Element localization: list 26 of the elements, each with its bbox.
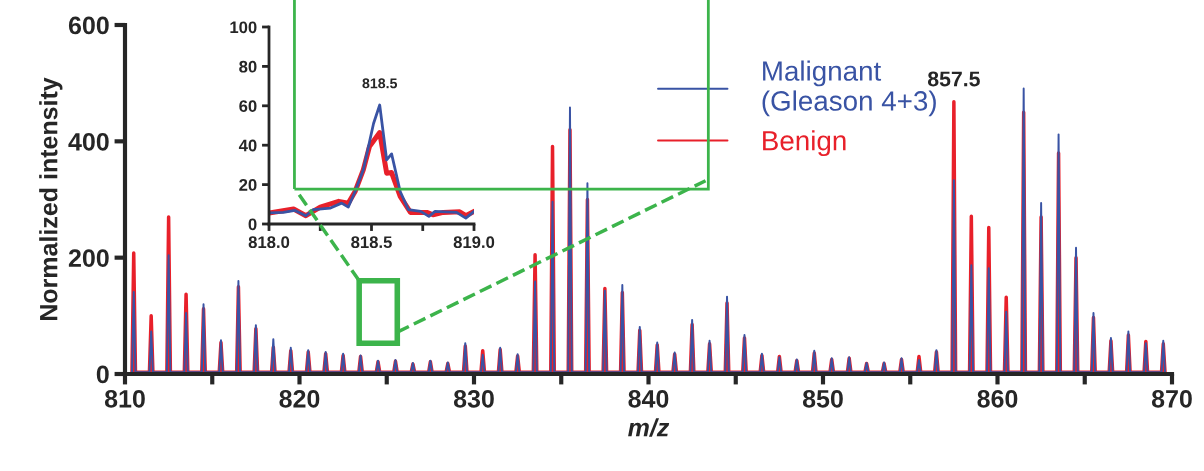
y-tick-label: 200 (68, 249, 109, 267)
annotation: 857.5 (927, 71, 980, 87)
x-tick-label: 860 (977, 389, 1018, 408)
x-tick-label: 870 (1151, 389, 1192, 408)
x-tick-label: 840 (628, 389, 669, 408)
y-tick-label: 80 (239, 60, 257, 73)
x-tick-label: 819.0 (453, 236, 495, 249)
x-tick-label: 810 (104, 389, 145, 408)
y-tick-label: 0 (96, 365, 109, 384)
annotation: 818.5 (362, 78, 398, 89)
y-tick-label: 100 (230, 21, 257, 34)
x-axis-title: m/z (628, 418, 670, 437)
y-tick-label: 60 (239, 100, 257, 112)
y-tick-label: 0 (248, 218, 257, 231)
x-tick-label: 818.0 (248, 236, 290, 249)
y-axis-title: Normalized intensity (39, 77, 63, 321)
y-tick-label: 20 (239, 179, 257, 191)
x-tick-label: 830 (453, 389, 494, 408)
y-tick-label: 400 (68, 132, 109, 151)
line-series (269, 103, 474, 220)
x-tick-label: 818.5 (351, 236, 392, 249)
x-tick-label: 820 (279, 389, 320, 408)
y-tick-label: 40 (238, 139, 257, 152)
y-tick-label: 600 (68, 16, 109, 35)
x-tick-label: 850 (802, 389, 843, 408)
legend-label: Benign (763, 130, 846, 157)
